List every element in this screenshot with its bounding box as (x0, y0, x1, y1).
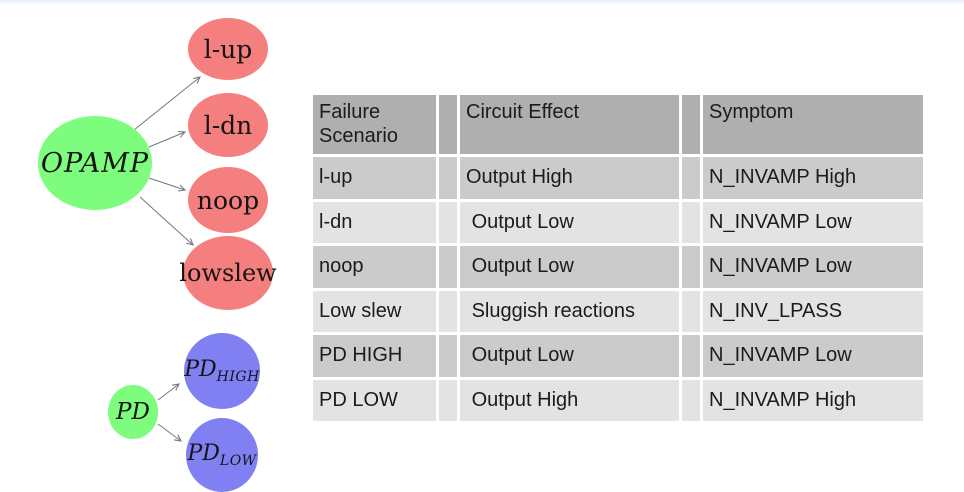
table-row-1-effect: Output Low (460, 201, 679, 243)
table-row-0-effect: Output High (460, 157, 679, 199)
node-opamp-label: OPAMP (40, 147, 150, 179)
table-row-5-spacer-2 (682, 379, 700, 421)
node-l-dn-label: l-dn (203, 110, 253, 140)
table-row-3-spacer-2 (682, 290, 700, 332)
node-pd-high-label: PDHIGH (184, 357, 260, 385)
pd-high-subscript: HIGH (216, 369, 260, 385)
node-pd-low-label: PDLOW (187, 441, 257, 469)
failure-scenario-table: Failure Scenario Circuit Effect Symptom … (313, 95, 923, 421)
table-row-0-scenario: l-up (313, 157, 436, 199)
header-spacer-1 (439, 95, 457, 154)
edge-opamp-ldn (148, 130, 187, 148)
table-row-5-effect: Output High (460, 379, 679, 421)
table-row-3-scenario: Low slew (313, 290, 436, 332)
edge-opamp-lowslew (139, 196, 194, 246)
diagram-node-opamp: OPAMP (38, 116, 152, 210)
top-divider (0, 0, 964, 5)
node-lowslew-label: lowslew (179, 259, 277, 287)
diagram-node-pd-high: PDHIGH (184, 333, 260, 409)
diagram-node-pd-low: PDLOW (186, 418, 258, 492)
col-header-failure-scenario: Failure Scenario (313, 95, 436, 154)
table-row-2-symptom: N_INVAMP Low (703, 246, 923, 288)
table-row-5-spacer-1 (439, 379, 457, 421)
table-row-1-symptom: N_INVAMP Low (703, 201, 923, 243)
table-row-1-spacer-2 (682, 201, 700, 243)
table-row-3-symptom: N_INV_LPASS (703, 290, 923, 332)
edge-pd-pdlow (157, 423, 182, 442)
table-row-4-effect: Output Low (460, 335, 679, 377)
edge-pd-pdhigh (157, 383, 180, 401)
header-spacer-2 (682, 95, 700, 154)
node-l-up-label: l-up (203, 34, 253, 64)
diagram-node-noop: noop (188, 167, 268, 233)
table-row-1-scenario: l-dn (313, 201, 436, 243)
diagram-node-l-dn: l-dn (188, 93, 268, 157)
table-row-2-spacer-2 (682, 246, 700, 288)
col-header-symptom: Symptom (703, 95, 923, 154)
table-row-5-symptom: N_INVAMP High (703, 379, 923, 421)
node-noop-label: noop (196, 185, 260, 215)
diagram-node-l-up: l-up (188, 18, 268, 80)
table-row-3-spacer-1 (439, 290, 457, 332)
table-row-2-effect: Output Low (460, 246, 679, 288)
table-row-2-spacer-1 (439, 246, 457, 288)
pd-low-subscript: LOW (219, 453, 257, 469)
table-row-4-spacer-1 (439, 335, 457, 377)
edge-opamp-noop (148, 177, 187, 192)
table-row-4-scenario: PD HIGH (313, 335, 436, 377)
diagram-node-pd: PD (108, 385, 158, 439)
table-row-3-effect: Sluggish reactions (460, 290, 679, 332)
table-row-0-spacer-1 (439, 157, 457, 199)
col-header-circuit-effect: Circuit Effect (460, 95, 679, 154)
table-row-4-spacer-2 (682, 335, 700, 377)
table-row-2-scenario: noop (313, 246, 436, 288)
diagram-node-lowslew: lowslew (179, 236, 277, 310)
table-row-5-scenario: PD LOW (313, 379, 436, 421)
table-row-4-symptom: N_INVAMP Low (703, 335, 923, 377)
table-row-0-spacer-2 (682, 157, 700, 199)
node-pd-label: PD (116, 399, 150, 425)
table-row-0-symptom: N_INVAMP High (703, 157, 923, 199)
table-row-1-spacer-1 (439, 201, 457, 243)
